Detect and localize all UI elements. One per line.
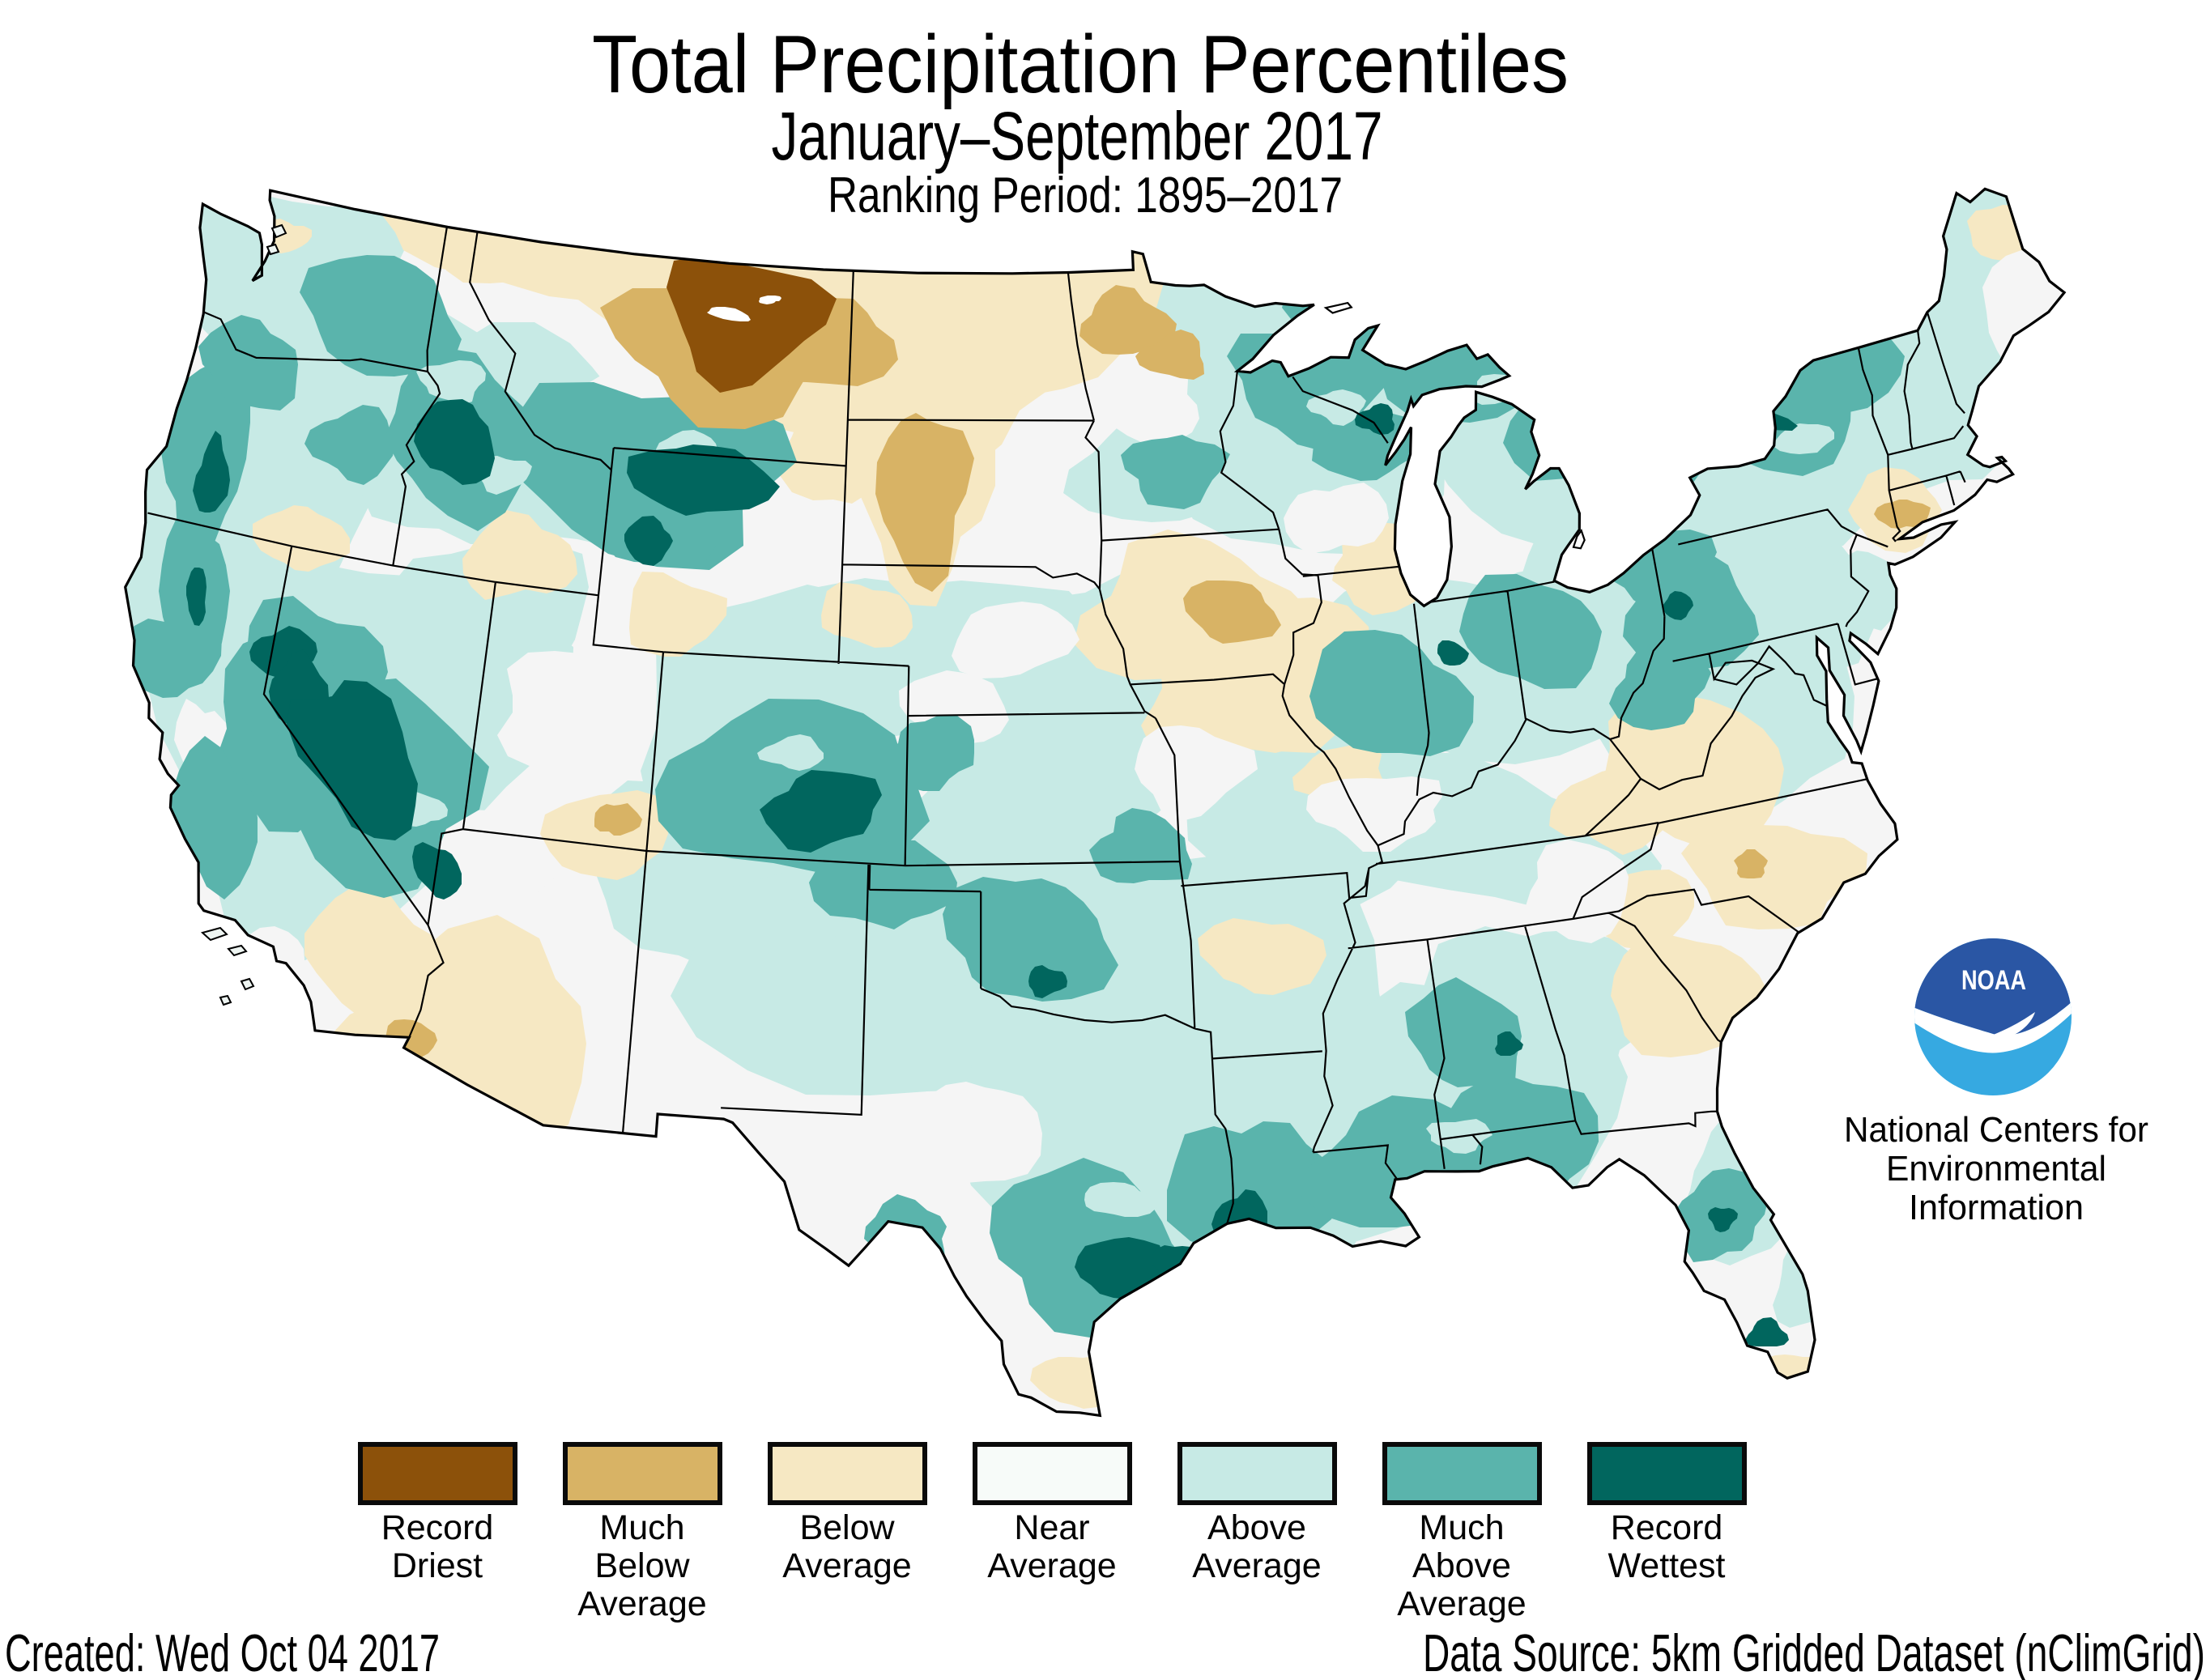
svg-text:Below: Below xyxy=(594,1546,690,1585)
svg-text:Total Precipitation Percentile: Total Precipitation Percentiles xyxy=(592,19,1569,110)
svg-text:Average: Average xyxy=(1192,1546,1321,1585)
svg-text:Wettest: Wettest xyxy=(1608,1546,1726,1585)
svg-text:Below: Below xyxy=(799,1508,895,1547)
svg-text:Above: Above xyxy=(1412,1546,1511,1585)
svg-text:Record: Record xyxy=(1611,1508,1723,1547)
svg-text:Information: Information xyxy=(1909,1188,2084,1227)
svg-text:Much: Much xyxy=(1419,1508,1504,1547)
svg-text:Created: Wed Oct 04 2017: Created: Wed Oct 04 2017 xyxy=(5,1623,440,1680)
svg-text:Record: Record xyxy=(381,1508,494,1547)
svg-text:Average: Average xyxy=(577,1584,706,1623)
svg-text:Environmental: Environmental xyxy=(1886,1149,2106,1189)
svg-text:Average: Average xyxy=(782,1546,911,1585)
svg-text:January–September 2017: January–September 2017 xyxy=(772,98,1383,174)
svg-text:Much: Much xyxy=(599,1508,684,1547)
svg-text:Data Source: 5km Gridded Datas: Data Source: 5km Gridded Dataset (nClimG… xyxy=(1423,1623,2205,1680)
svg-text:National Centers for: National Centers for xyxy=(1844,1110,2148,1150)
svg-text:Ranking Period: 1895–2017: Ranking Period: 1895–2017 xyxy=(828,168,1343,223)
svg-text:Driest: Driest xyxy=(392,1546,483,1585)
svg-text:Average: Average xyxy=(987,1546,1116,1585)
svg-text:Near: Near xyxy=(1014,1508,1089,1547)
svg-text:Average: Average xyxy=(1397,1584,1526,1623)
svg-text:Above: Above xyxy=(1207,1508,1306,1547)
svg-text:NOAA: NOAA xyxy=(1961,965,2026,996)
